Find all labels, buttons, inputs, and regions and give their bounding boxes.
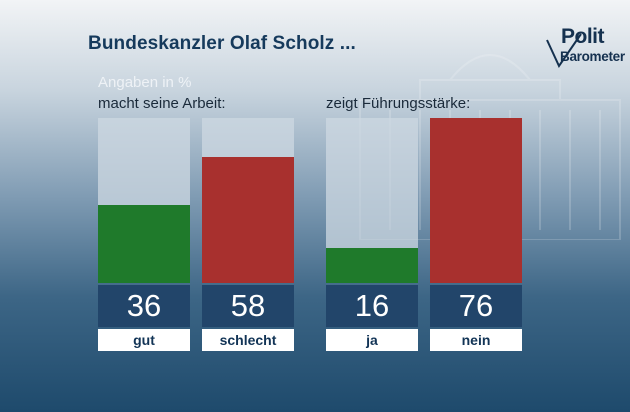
- unit-label: Angaben in %: [98, 74, 192, 91]
- value-label-schlecht: 58: [202, 285, 294, 327]
- bar-track: [430, 118, 522, 283]
- category-label-schlecht: schlecht: [202, 329, 294, 351]
- bar-track: [202, 118, 294, 283]
- bar-track: [98, 118, 190, 283]
- chart-title: Bundeskanzler Olaf Scholz ...: [88, 33, 356, 54]
- category-label-gut: gut: [98, 329, 190, 351]
- category-label-ja: ja: [326, 329, 418, 351]
- category-label-nein: nein: [430, 329, 522, 351]
- bar-ja: [326, 248, 418, 283]
- politbarometer-logo: Polit Barometer: [545, 24, 630, 72]
- panel-1-subtitle: macht seine Arbeit:: [98, 95, 226, 112]
- value-label-nein: 76: [430, 285, 522, 327]
- value-label-gut: 36: [98, 285, 190, 327]
- logo-text-polit: Polit: [561, 25, 605, 48]
- bar-track: [326, 118, 418, 283]
- logo-text-barometer: Barometer: [560, 49, 625, 64]
- value-label-ja: 16: [326, 285, 418, 327]
- bar-nein: [430, 118, 522, 283]
- checkmark-logo-icon: [546, 33, 582, 69]
- panel-2-subtitle: zeigt Führungsstärke:: [326, 95, 471, 112]
- bar-gut: [98, 205, 190, 283]
- bar-schlecht: [202, 157, 294, 283]
